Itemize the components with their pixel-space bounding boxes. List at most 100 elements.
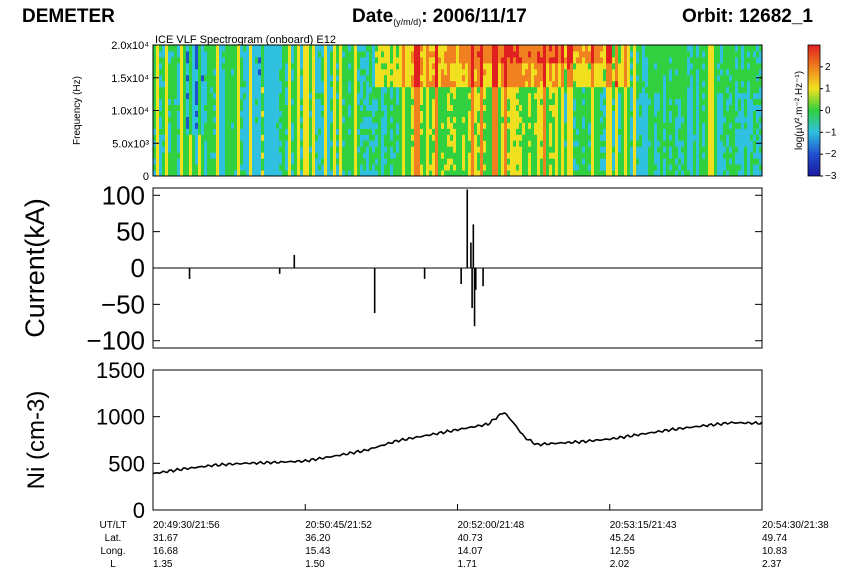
spectrogram-cell [684,128,688,135]
spectrogram-cell [264,140,268,147]
spectrogram-cell [393,110,397,117]
spectrogram-cell [429,134,433,141]
spectrogram-cell [360,45,364,52]
spectrogram-cell [297,45,301,52]
spectrogram-cell [753,158,757,165]
spectrogram-cell [738,140,742,147]
spectrogram-cell [261,56,265,64]
spectrogram-cell [474,74,478,82]
spectrogram-cell [726,146,730,153]
spectrogram-cell [711,80,715,88]
spectrogram-cell [750,62,754,70]
spectrogram-cell [486,134,490,141]
spectrogram-cell [366,146,370,153]
spectrogram-cell [420,128,424,135]
spectrogram-cell [285,122,289,129]
spectrogram-cell [231,104,235,111]
spectrogram-cell [159,92,163,100]
spectrogram-cell [678,98,682,106]
spectrogram-cell [297,98,301,106]
spectrogram-cell [213,170,217,177]
spectrogram-cell [255,146,259,153]
spectrogram-cell [759,110,763,117]
spectrogram-cell [258,80,262,88]
spectrogram-cell [282,116,286,123]
spectrogram-cell [675,92,679,100]
spectrogram-cell [216,104,220,111]
spectrogram-cell [666,140,670,147]
spectrogram-cell [345,92,349,100]
spectrogram-cell [753,68,757,76]
spectrogram-cell [291,98,295,106]
spectrogram-cell [261,104,265,111]
spectrogram-cell [468,158,472,165]
spectrogram-cell [159,146,163,153]
spectrogram-cell [528,110,532,117]
spectrogram-cell [201,164,205,171]
spectrogram-cell [711,116,715,123]
spectrogram-cell [642,68,646,76]
spectrogram-cell [603,134,607,141]
spectrogram-cell [261,74,265,82]
spectrogram-cell [450,140,454,147]
spectrogram-cell [642,122,646,129]
spectrogram-cell [180,134,184,141]
spectrogram-cell [180,80,184,88]
spectrogram-cell [576,146,580,153]
spectrogram-cell [648,62,652,70]
spectrogram-cell [438,116,442,123]
spectrogram-cell [195,50,199,58]
spectrogram-cell [504,74,508,82]
spectrogram-cell [579,45,583,52]
spectrogram-cell [225,140,229,147]
spectrogram-cell [378,164,382,171]
spectrogram-cell [477,128,481,135]
spectrogram-cell [753,140,757,147]
spectrogram-cell [537,45,541,52]
spectrogram-cell [294,158,298,165]
spectrogram-cell [501,146,505,153]
spectrogram-cell [735,80,739,88]
spectrogram-cell [663,68,667,76]
spectrogram-cell [642,45,646,52]
spectrogram-cell [747,140,751,147]
spectrogram-cell [396,134,400,141]
spectrogram-cell [225,86,229,94]
spectrogram-cell [387,56,391,64]
spectrogram-cell [213,45,217,52]
spectrogram-cell [333,104,337,111]
spectrogram-cell [261,110,265,117]
spectrogram-cell [231,45,235,52]
spectrogram-cell [381,128,385,135]
spectrogram-cell [639,50,643,58]
spectrogram-cell [351,158,355,165]
spectrogram-cell [336,110,340,117]
spectrogram-cell [255,98,259,106]
spectrogram-cell [372,62,376,70]
spectrogram-cell [567,98,571,106]
spectrogram-cell [486,146,490,153]
spectrogram-cell [474,110,478,117]
spectrogram-cell [420,122,424,129]
spectrogram-cell [186,80,190,88]
spectrogram-cell [456,158,460,165]
date-label: Date [352,6,394,27]
spectrogram-cell [588,68,592,76]
spectrogram-cell [675,116,679,123]
spectrogram-cell [666,56,670,64]
spectrogram-cell [708,98,712,106]
spectrogram-cell [303,50,307,58]
spectrogram-cell [516,68,520,76]
spectrogram-cell [162,68,166,76]
spectrogram-cell [567,146,571,153]
spectrogram-cell [441,128,445,135]
spectrogram-cell [753,104,757,111]
spectrogram-cell [294,86,298,94]
spectrogram-cell [333,158,337,165]
spectrogram-cell [525,45,529,52]
spectrogram-cell [738,158,742,165]
spectrogram-cell [198,140,202,147]
spectrogram-cell [462,104,466,111]
spectrogram-cell [429,152,433,159]
